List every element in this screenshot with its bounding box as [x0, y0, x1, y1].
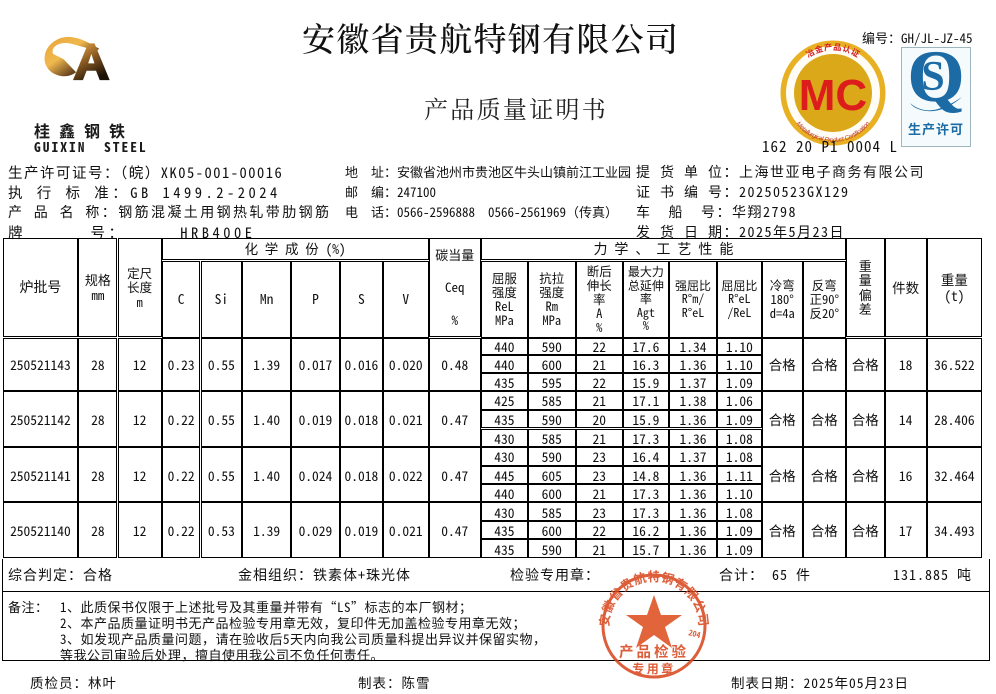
svg-text:204: 204: [687, 627, 701, 641]
svg-text:专用章: 专用章: [632, 660, 676, 677]
svg-text:产品检验: 产品检验: [619, 641, 689, 662]
